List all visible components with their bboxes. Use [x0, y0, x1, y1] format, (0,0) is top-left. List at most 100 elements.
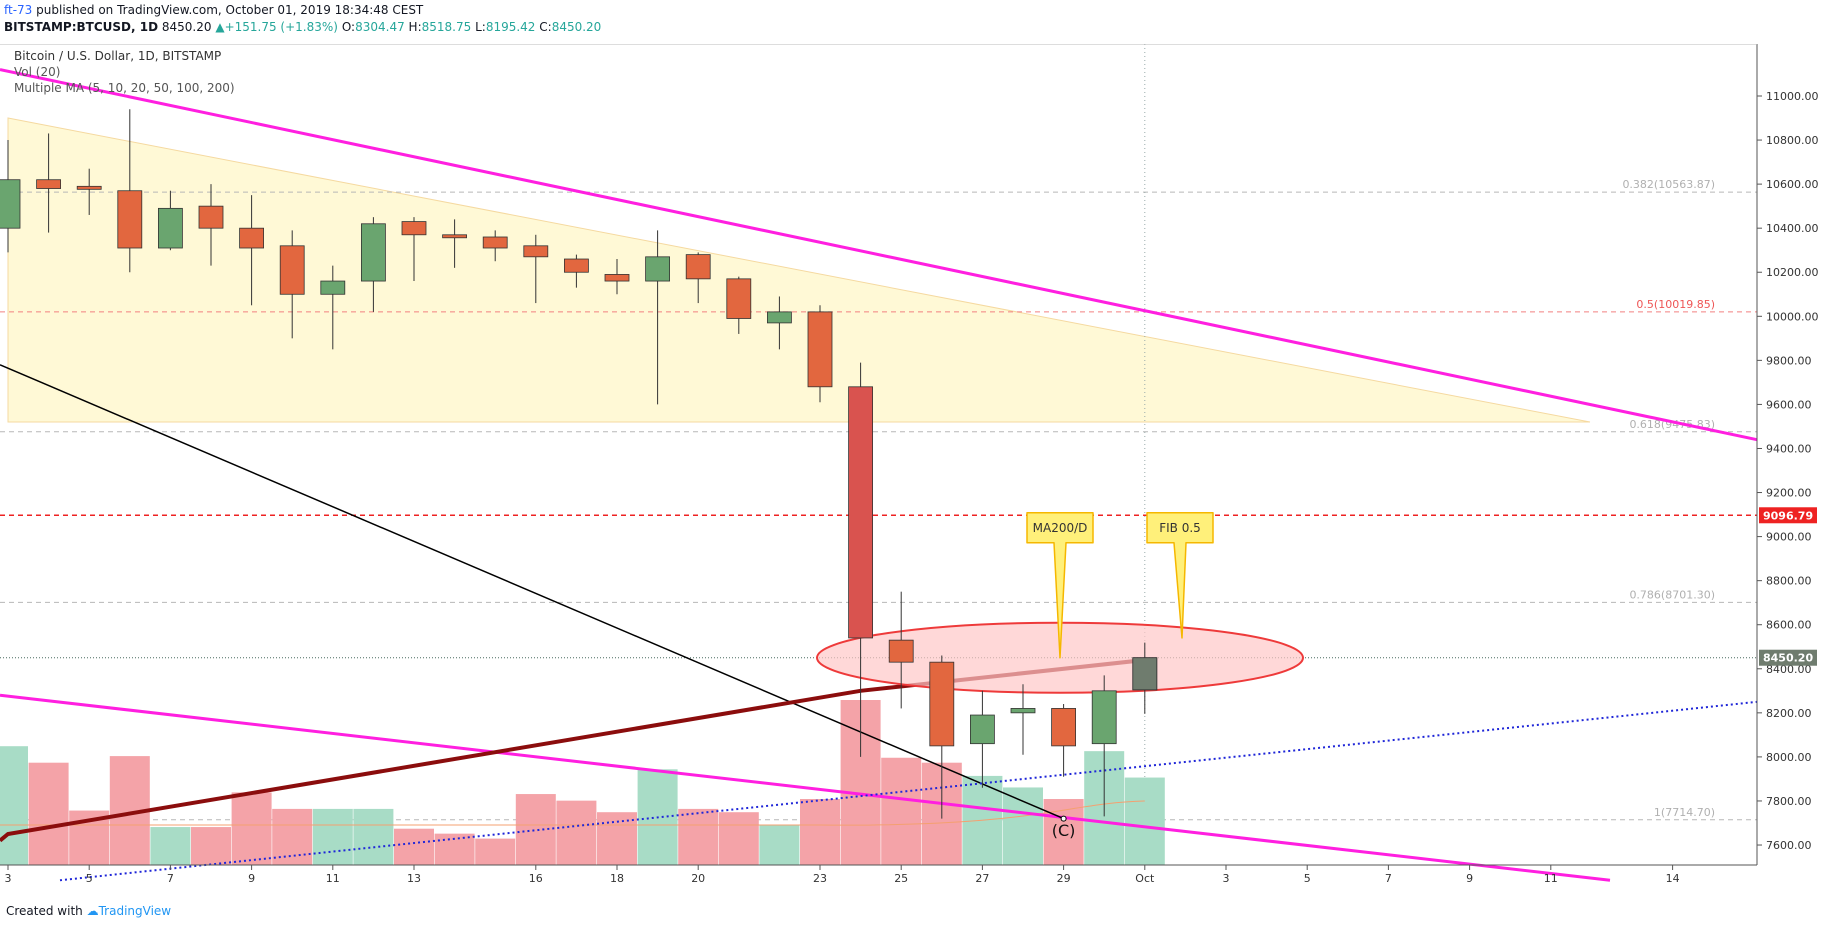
tradingview-logo-icon: ☁ — [86, 904, 99, 918]
price-tick-label: 8000.00 — [1766, 751, 1812, 764]
low-label: L: — [475, 20, 486, 34]
tradingview-brand[interactable]: TradingView — [98, 904, 172, 918]
time-tick-label: 9 — [248, 872, 255, 885]
symbol-label: BITSTAMP:BTCUSD, 1D — [4, 20, 159, 34]
volume-bar — [718, 812, 759, 865]
triangle-pattern-shape — [7, 117, 1591, 423]
candle-body — [970, 714, 995, 745]
price-tick-label: 10200.00 — [1766, 266, 1819, 279]
candle-body — [726, 278, 752, 319]
publish-text: published on TradingView.com, October 01… — [32, 3, 424, 17]
volume-bar — [678, 808, 719, 865]
candle-body — [848, 386, 873, 639]
volume-bar — [231, 792, 272, 865]
volume-bar — [394, 828, 434, 865]
fib-level-label: 0.5(10019.85) — [1636, 298, 1715, 311]
time-tick-label: Oct — [1135, 872, 1155, 885]
time-tick-label: 20 — [691, 872, 705, 885]
volume-bar — [759, 825, 800, 865]
candle-body — [320, 280, 346, 295]
author-link[interactable]: ft-73 — [4, 3, 33, 17]
price-tick-label: 7800.00 — [1766, 795, 1812, 808]
time-tick-label: 3 — [5, 872, 12, 885]
red-level-badge — [1759, 507, 1817, 524]
price-tick-label: 10400.00 — [1766, 222, 1819, 235]
candle-body — [360, 223, 386, 282]
candle-body — [685, 254, 711, 280]
fib-level-label: 0.786(8701.30) — [1629, 588, 1715, 601]
price-tick-label: 10600.00 — [1766, 178, 1819, 191]
candle-body — [117, 190, 143, 249]
chart-area[interactable]: 0.382(10563.87) 0.5(10019.85) 0.618(9475.8… — [0, 43, 1828, 894]
upper-trendline — [0, 68, 1758, 442]
time-tick-label: 14 — [1666, 872, 1680, 885]
up-arrow-icon: ▲ — [215, 20, 225, 34]
candle-body — [482, 236, 508, 249]
ma200-callout-shape — [1026, 512, 1094, 659]
price-tick-label: 9000.00 — [1766, 531, 1812, 544]
candle-body — [76, 185, 102, 190]
current-candle-body — [1132, 657, 1158, 691]
price-chart-svg[interactable]: 0.382(10563.87)0.5(10019.85)0.618(9475.8… — [0, 43, 1828, 894]
low-value: 8195.42 — [485, 20, 536, 34]
blue-dotted-trendline — [59, 700, 1758, 882]
last-price: 8450.20 — [161, 20, 212, 34]
time-tick-label: 9 — [1466, 872, 1473, 885]
candle-body — [1091, 690, 1117, 745]
candle-body — [157, 207, 183, 249]
open-label: O: — [341, 20, 356, 34]
time-tick-label: 25 — [894, 872, 908, 885]
close-label: C: — [539, 20, 552, 34]
candle-body — [888, 639, 914, 663]
time-tick-label: 7 — [167, 872, 174, 885]
black-trendline — [0, 364, 1064, 820]
time-tick-label: 7 — [1385, 872, 1392, 885]
last-price-badge — [1759, 649, 1817, 666]
symbol-info-line: BITSTAMP:BTCUSD, 1D 8450.20 ▲+151.75 (+1… — [4, 20, 601, 34]
legend-ma: Multiple MA (5, 10, 20, 50, 100, 200) — [14, 81, 235, 95]
fib-callout-text: FIB 0.5 — [1159, 521, 1201, 535]
candle-body — [279, 245, 305, 295]
time-tick-label: 5 — [86, 872, 93, 885]
last-price-badge-text: 8450.20 — [1763, 652, 1813, 665]
price-tick-label: 8200.00 — [1766, 707, 1812, 720]
time-tick-label: 13 — [407, 872, 421, 885]
price-tick-label: 8600.00 — [1766, 619, 1812, 632]
volume-bar — [0, 746, 28, 865]
time-tick-label: 3 — [1223, 872, 1230, 885]
price-tick-label: 10800.00 — [1766, 134, 1819, 147]
volume-bar — [272, 808, 313, 865]
volume-bar — [597, 812, 637, 865]
volume-bar — [475, 838, 516, 865]
ma200-callout: MA200/D — [1026, 512, 1094, 659]
time-tick-label: 29 — [1057, 872, 1071, 885]
price-tick-label: 9400.00 — [1766, 442, 1812, 455]
candle-body — [604, 274, 630, 282]
price-tick-label: 10000.00 — [1766, 310, 1819, 323]
close-value: 8450.20 — [551, 20, 602, 34]
candle-body — [36, 179, 61, 189]
fib-callout: FIB 0.5 — [1146, 512, 1214, 639]
wave-c-label: (C) — [1052, 821, 1076, 840]
candle-body — [929, 661, 955, 747]
trendline-endpoint — [1060, 815, 1067, 822]
candle-body — [767, 311, 792, 324]
volume-bar — [1003, 787, 1043, 865]
volume-bar — [800, 799, 840, 865]
fib-level-label: 1(7714.70) — [1654, 806, 1715, 819]
candle-body — [523, 245, 549, 258]
candle-body — [401, 221, 427, 236]
candle-body — [442, 234, 468, 239]
time-tick-label: 11 — [1544, 872, 1558, 885]
time-tick-label: 5 — [1304, 872, 1311, 885]
volume-bar — [881, 757, 922, 865]
fib-callout-shape — [1146, 512, 1214, 639]
lower-trendline — [0, 693, 1611, 882]
open-value: 8304.47 — [355, 20, 405, 34]
price-tick-label: 9800.00 — [1766, 354, 1812, 367]
volume-bar — [312, 808, 353, 865]
candle-body — [645, 256, 670, 282]
time-tick-label: 16 — [529, 872, 543, 885]
legend-volume: Vol (20) — [14, 65, 60, 79]
volume-bar — [150, 827, 191, 865]
